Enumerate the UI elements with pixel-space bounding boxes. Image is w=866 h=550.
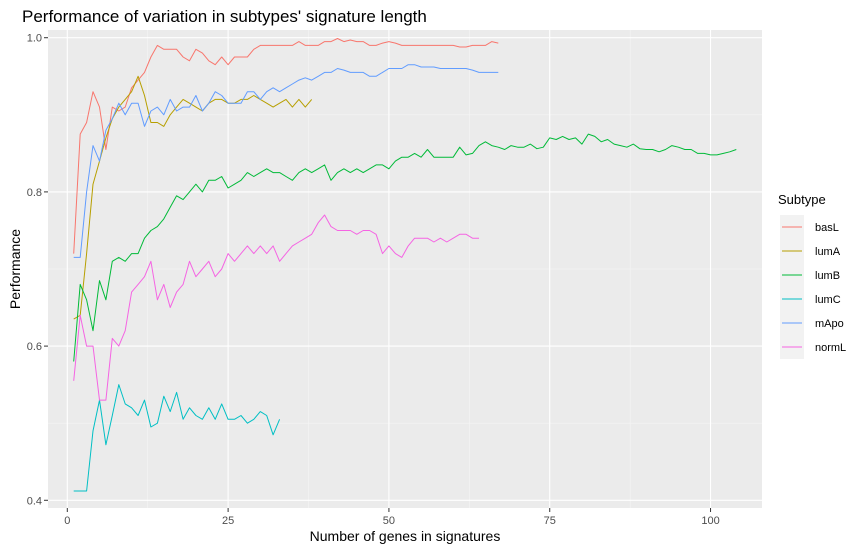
legend-label-lumA: lumA — [815, 246, 841, 258]
x-axis-title: Number of genes in signatures — [310, 528, 501, 544]
legend: Subtype basL lumA lumB lumC mApo normL — [778, 192, 846, 359]
y-tick-label: 1.0 — [27, 33, 42, 45]
series-lines — [73, 38, 737, 492]
series-line-lumC — [73, 384, 281, 492]
x-tick-label: 100 — [701, 515, 719, 527]
x-tick-label: 25 — [222, 515, 234, 527]
series-line-lumB — [73, 133, 737, 362]
series-line-basL — [73, 38, 499, 254]
legend-label-lumB: lumB — [815, 270, 840, 282]
x-tick-label: 50 — [383, 515, 395, 527]
series-line-normL — [73, 214, 479, 401]
major-gridlines — [48, 30, 762, 508]
x-axis: 0 25 50 75 100 — [64, 508, 720, 527]
legend-label-basL: basL — [815, 222, 839, 234]
y-axis: 0.4 0.6 0.8 1.0 — [27, 33, 48, 507]
legend-label-lumC: lumC — [815, 294, 841, 306]
series-line-mApo — [73, 64, 499, 258]
x-tick-label: 0 — [64, 515, 70, 527]
y-tick-label: 0.6 — [27, 341, 42, 353]
y-axis-title: Performance — [7, 229, 23, 309]
x-tick-label: 75 — [544, 515, 556, 527]
y-tick-label: 0.8 — [27, 187, 42, 199]
chart-title: Performance of variation in subtypes' si… — [22, 7, 427, 26]
legend-title: Subtype — [778, 192, 826, 207]
legend-label-normL: normL — [815, 342, 846, 354]
y-tick-label: 0.4 — [27, 495, 42, 507]
legend-label-mApo: mApo — [815, 318, 844, 330]
